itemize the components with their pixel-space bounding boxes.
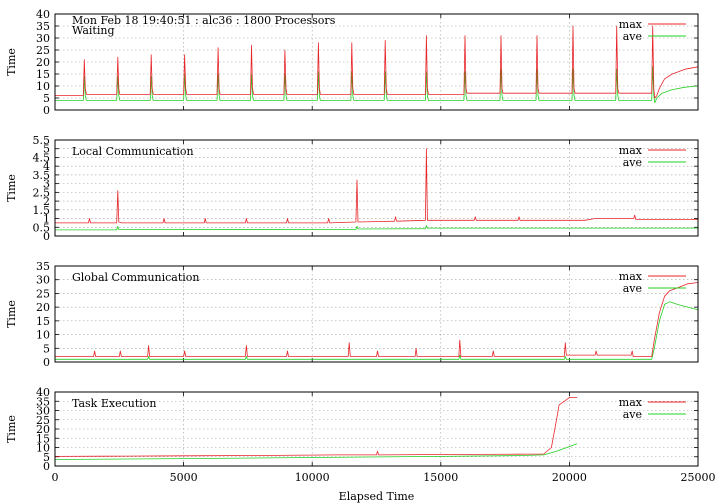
y-tick-label: 5.5 [33, 134, 51, 147]
y-tick-label: 15 [36, 68, 50, 81]
y-axis-title: Time [5, 415, 18, 443]
series-line-ave [55, 66, 698, 104]
y-tick-label: 3 [43, 178, 50, 191]
y-axis-title: Time [5, 174, 18, 202]
y-tick-label: 15 [36, 432, 50, 445]
panel-label: Task Execution [72, 397, 156, 410]
y-tick-label: 40 [36, 386, 50, 399]
y-tick-label: 1.5 [33, 204, 51, 217]
y-tick-label: 4 [43, 160, 50, 173]
legend-label-ave: ave [623, 408, 642, 421]
y-tick-label: 20 [36, 56, 50, 69]
y-tick-label: 4.5 [33, 151, 51, 164]
x-tick-label: 20000 [552, 471, 587, 484]
legend-label-max: max [619, 270, 643, 283]
y-tick-label: 5 [43, 143, 50, 156]
x-tick-label: 25000 [681, 471, 716, 484]
y-tick-label: 20 [36, 423, 50, 436]
legend-label-ave: ave [623, 282, 642, 295]
y-tick-label: 2.5 [33, 186, 51, 199]
y-tick-label: 5 [43, 451, 50, 464]
series-line-max [55, 148, 698, 224]
y-tick-label: 1 [43, 213, 50, 226]
y-tick-label: 0 [43, 356, 50, 369]
y-tick-label: 15 [36, 315, 50, 328]
y-tick-label: 0 [43, 104, 50, 117]
y-tick-label: 30 [36, 274, 50, 287]
x-axis-title: Elapsed Time [339, 490, 415, 503]
y-tick-label: 30 [36, 32, 50, 45]
series-line-ave [55, 443, 578, 460]
y-tick-label: 25 [36, 44, 50, 57]
y-tick-label: 20 [36, 301, 50, 314]
y-tick-label: 25 [36, 287, 50, 300]
y-tick-label: 35 [36, 260, 50, 273]
y-tick-label: 30 [36, 405, 50, 418]
y-tick-label: 3.5 [33, 169, 51, 182]
x-tick-label: 0 [52, 471, 59, 484]
y-tick-label: 40 [36, 8, 50, 21]
y-tick-label: 10 [36, 80, 50, 93]
y-tick-label: 10 [36, 329, 50, 342]
series-line-max [55, 25, 698, 99]
plot-frame [54, 13, 699, 111]
panel-2: 00.511.522.533.544.555.5 Time Local Commun… [5, 134, 699, 243]
y-tick-label: 5 [43, 92, 50, 105]
x-tick-label: 5000 [170, 471, 198, 484]
legend-label-ave: ave [623, 156, 642, 169]
legend-label-max: max [619, 144, 643, 157]
panel-label: Waiting [72, 24, 115, 37]
series-line-max [55, 282, 698, 357]
panel-label: Local Communication [72, 145, 194, 158]
legend-label-max: max [619, 396, 643, 409]
plot-frame [54, 265, 699, 363]
y-tick-label: 10 [36, 442, 50, 455]
legend-label-max: max [619, 18, 643, 31]
plot-frame [54, 139, 699, 237]
y-tick-label: 0.5 [33, 221, 51, 234]
x-tick-label: 15000 [423, 471, 458, 484]
legend-label-ave: ave [623, 30, 642, 43]
series-line-ave [55, 301, 698, 360]
y-axis-title: Time [5, 48, 18, 76]
y-tick-label: 2 [43, 195, 50, 208]
panel-label: Global Communication [72, 271, 200, 284]
y-tick-label: 0 [43, 460, 50, 473]
y-tick-label: 0 [43, 230, 50, 243]
chart-title: Mon Feb 18 19:40:51 : alc36 : 1800 Proce… [72, 14, 336, 27]
y-tick-label: 5 [43, 342, 50, 355]
y-tick-label: 35 [36, 20, 50, 33]
series-line-ave [55, 225, 698, 231]
y-tick-label: 35 [36, 395, 50, 408]
y-tick-label: 25 [36, 414, 50, 427]
x-tick-label: 10000 [295, 471, 330, 484]
y-axis-title: Time [5, 300, 18, 328]
series-line-max [55, 397, 578, 457]
plot-frame [54, 391, 699, 467]
